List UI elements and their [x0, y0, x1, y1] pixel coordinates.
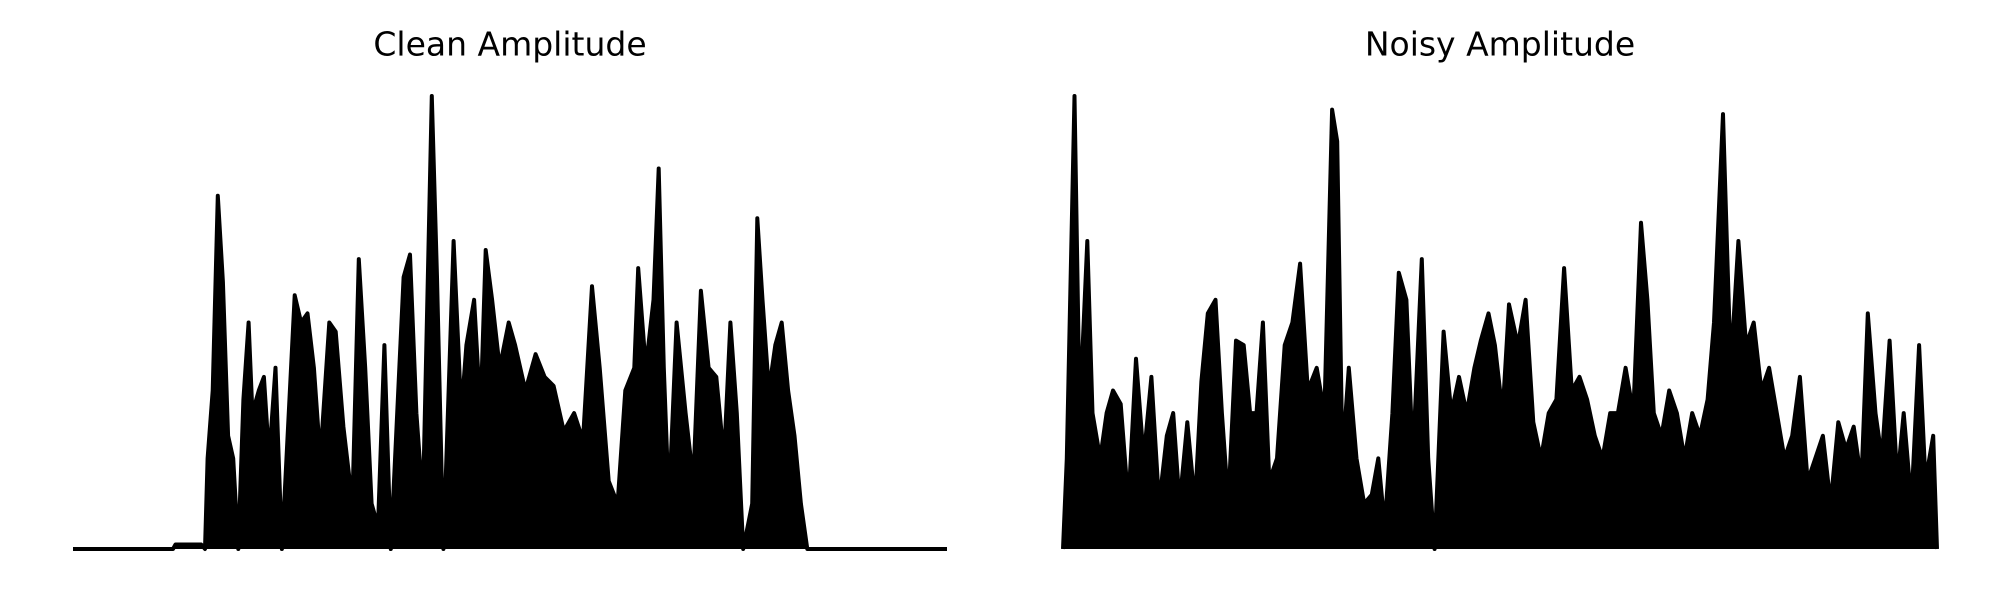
chart-title: Clean Amplitude	[373, 25, 646, 64]
amplitude-area	[1061, 94, 1939, 551]
chart-title: Noisy Amplitude	[1365, 25, 1635, 64]
amplitude-area	[73, 94, 947, 551]
